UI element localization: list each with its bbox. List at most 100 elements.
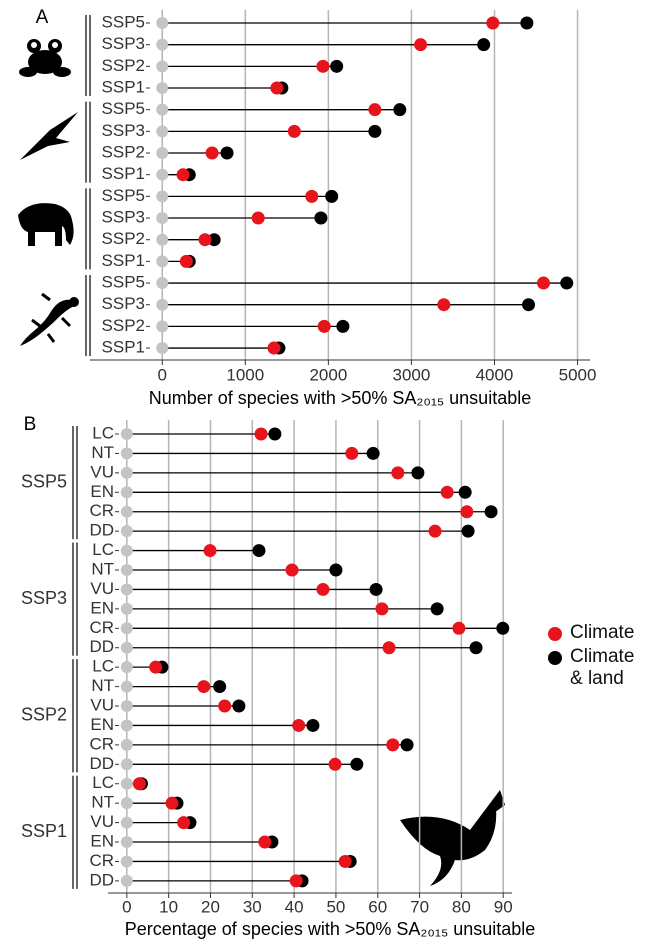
dot [367,447,380,460]
dot [336,320,349,333]
bird-icon [20,112,78,160]
dot [496,622,509,635]
x-tick-label: 5000 [559,365,597,384]
baseline-dot [121,583,133,595]
dot [462,525,475,538]
panel-label: B [24,414,37,435]
y-tick-label: SSP3 [102,121,145,140]
y-tick-label: CR [89,734,114,753]
y-tick-label: DD [89,637,114,656]
y-tick-label: DD [89,870,114,889]
dot [339,855,352,868]
dot [414,38,427,51]
dot [213,680,226,693]
baseline-dot [156,125,168,137]
y-tick-label: NT [91,676,114,695]
baseline-dot [156,277,168,289]
group-label: SSP1 [21,821,67,841]
dot [252,212,265,225]
y-tick-label: NT [91,443,114,462]
x-axis-label: Number of species with >50% SA₂₀₁₅ unsui… [149,388,531,408]
y-tick-label: SSP5 [102,273,145,292]
dot [306,719,319,732]
baseline-dot [156,212,168,224]
dot [330,60,343,73]
frog-icon [19,39,71,77]
dot [393,103,406,116]
x-axis-label: Percentage of species with >50% SA₂₀₁₅ u… [125,919,536,939]
dot [177,816,190,829]
dot [177,168,190,181]
baseline-dot [121,836,133,848]
dot [391,466,404,479]
y-tick-label: EN [90,482,114,501]
dot [165,797,178,810]
baseline-dot [121,758,133,770]
dot [204,544,217,557]
dot [329,564,342,577]
dot [401,738,414,751]
dot [375,602,388,615]
baseline-dot [121,719,133,731]
y-tick-label: VU [90,462,114,481]
y-tick-label: SSP5 [102,99,145,118]
dot [288,125,301,138]
x-tick-label: 50 [326,897,345,916]
dot [368,125,381,138]
y-tick-label: SSP3 [102,208,145,227]
y-tick-label: CR [89,851,114,870]
baseline-dot [121,681,133,693]
legend-label: Climate & land [570,646,652,690]
dot [197,680,210,693]
y-tick-label: DD [89,521,114,540]
baseline-dot [121,739,133,751]
legend-entry: Climate & land [548,646,658,690]
baseline-dot [156,39,168,51]
baseline-dot [156,320,168,332]
x-tick-label: 0 [122,897,131,916]
y-tick-label: EN [90,715,114,734]
x-tick-label: 1000 [226,365,264,384]
dot [537,277,550,290]
y-tick-label: SSP5 [102,12,145,31]
y-tick-label: SSP3 [102,34,145,53]
chart: A010002000300040005000Number of species … [0,0,662,943]
baseline-dot [156,190,168,202]
baseline-dot [121,447,133,459]
baseline-dot [121,506,133,518]
group-label: SSP5 [21,471,67,491]
dot [180,255,193,268]
dot [149,661,162,674]
y-tick-label: CR [89,618,114,637]
dot [199,233,212,246]
dot [218,700,231,713]
y-tick-label: SSP5 [102,186,145,205]
dot [560,277,573,290]
baseline-dot [121,428,133,440]
dot [286,564,299,577]
dot [314,212,327,225]
x-tick-label: 80 [452,897,471,916]
baseline-dot [156,17,168,29]
dot [255,428,268,441]
legend-swatch [548,627,562,641]
dot [329,758,342,771]
baseline-dot [156,255,168,267]
panel-label: A [36,7,49,28]
x-tick-label: 30 [243,897,262,916]
x-tick-label: 20 [201,897,220,916]
x-tick-label: 3000 [393,365,431,384]
baseline-dot [121,545,133,557]
baseline-dot [121,875,133,887]
dot [318,320,331,333]
baseline-dot [121,622,133,634]
y-tick-label: SSP1 [102,251,145,270]
dot [316,60,329,73]
dot [133,777,146,790]
dot [258,836,271,849]
dot [206,147,219,160]
baseline-dot [121,603,133,615]
dot [452,622,465,635]
y-tick-label: SSP3 [102,294,145,313]
dot [386,738,399,751]
